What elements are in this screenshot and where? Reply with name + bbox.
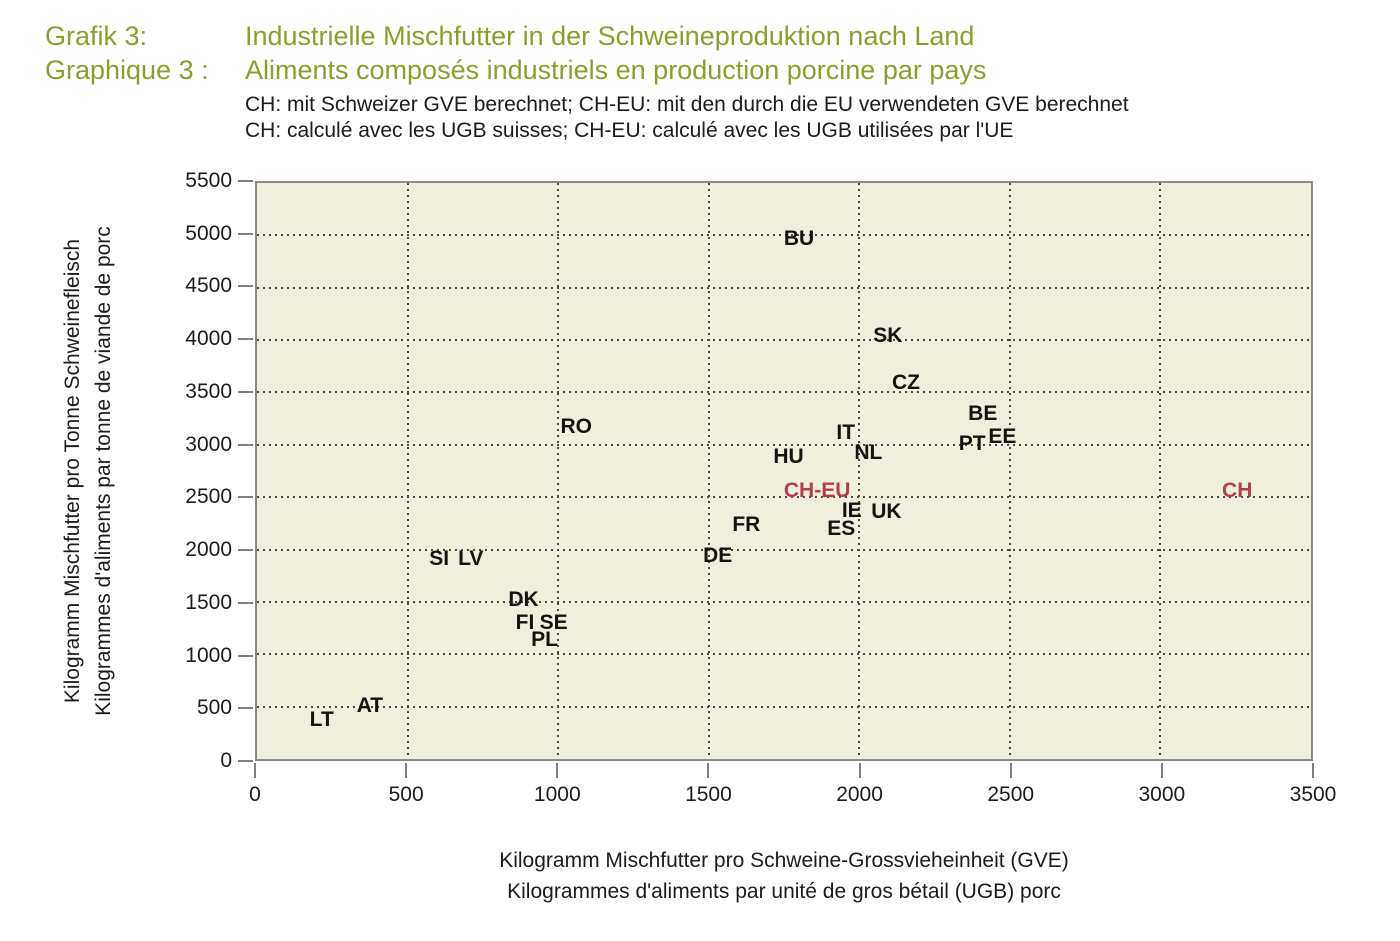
point-HU: HU <box>773 445 804 469</box>
x-tick-2000 <box>858 763 861 778</box>
gridline-y-5000 <box>257 234 1311 237</box>
point-CH-EU: CH-EU <box>783 479 851 503</box>
x-axis-title: Kilogramm Mischfutter pro Schweine-Gross… <box>255 845 1313 907</box>
point-FI: FI <box>515 611 535 635</box>
point-BE: BE <box>968 402 998 426</box>
x-tick-label-500: 500 <box>388 783 424 806</box>
point-EE: EE <box>988 424 1017 448</box>
gridline-x-3000 <box>1159 183 1162 759</box>
point-LV: LV <box>458 547 484 571</box>
point-FR: FR <box>732 512 761 536</box>
figure-label-fr: Graphique 3 : <box>45 55 209 85</box>
figure-label-de: Grafik 3: <box>45 21 148 51</box>
y-tick-label-4000: 4000 <box>185 327 232 351</box>
gridline-y-4000 <box>257 339 1311 342</box>
x-axis-title-fr: Kilogrammes d'aliments par unité de gros… <box>507 880 1061 903</box>
gridline-x-2000 <box>858 183 861 759</box>
gridline-y-2000 <box>257 548 1311 551</box>
y-tick-0 <box>238 760 253 762</box>
gridline-x-2500 <box>1008 183 1011 759</box>
point-LT: LT <box>309 708 334 732</box>
x-tick-label-1500: 1500 <box>685 783 732 806</box>
gridline-y-500 <box>257 705 1311 708</box>
point-IE: IE <box>841 498 862 522</box>
point-SE: SE <box>539 611 568 635</box>
y-tick-label-1500: 1500 <box>185 590 232 614</box>
point-UK: UK <box>871 499 902 523</box>
x-tick-1500 <box>707 763 710 778</box>
gridline-x-1500 <box>707 183 710 759</box>
point-DK: DK <box>508 587 539 611</box>
gridline-y-4500 <box>257 286 1311 289</box>
y-tick-4000 <box>238 338 253 341</box>
y-tick-label-3000: 3000 <box>185 432 232 456</box>
x-tick-label-3000: 3000 <box>1138 783 1186 806</box>
x-axis-title-de: Kilogramm Mischfutter pro Schweine-Gross… <box>499 849 1069 872</box>
point-NL: NL <box>854 440 883 464</box>
gridline-y-1000 <box>257 653 1311 656</box>
y-tick-label-2000: 2000 <box>185 538 232 562</box>
y-tick-label-2500: 2500 <box>185 485 232 509</box>
gridline-y-2500 <box>257 496 1311 499</box>
y-tick-label-5000: 5000 <box>185 221 232 245</box>
y-tick-3000 <box>238 443 253 446</box>
x-tick-label-3500: 3500 <box>1289 783 1337 806</box>
y-axis-title-de: Kilogramm Mischfutter pro Tonne Schweine… <box>61 238 84 704</box>
point-CH: CH <box>1222 478 1253 502</box>
y-tick-label-3500: 3500 <box>185 379 232 403</box>
point-ES: ES <box>827 516 856 540</box>
y-tick-label-500: 500 <box>196 696 232 720</box>
gridline-x-500 <box>406 183 409 759</box>
gridline-x-1000 <box>557 183 560 759</box>
y-tick-label-4500: 4500 <box>185 274 232 298</box>
y-tick-4500 <box>238 285 253 288</box>
y-tick-500 <box>238 707 253 710</box>
figure-subtitle-de: CH: mit Schweizer GVE berechnet; CH-EU: … <box>245 93 1129 116</box>
x-tick-2500 <box>1009 763 1012 778</box>
y-tick-label-0: 0 <box>220 749 232 772</box>
x-tick-500 <box>405 763 408 778</box>
x-tick-label-0: 0 <box>249 783 261 806</box>
point-PL: PL <box>531 628 558 652</box>
y-tick-5500 <box>238 180 253 182</box>
point-SI: SI <box>429 547 450 571</box>
x-tick-1000 <box>556 763 559 778</box>
figure-title-de: Industrielle Mischfutter in der Schweine… <box>245 21 975 51</box>
y-tick-2000 <box>238 549 253 552</box>
figure-subtitle-fr: CH: calculé avec les UGB suisses; CH-EU:… <box>245 119 1014 142</box>
point-SK: SK <box>873 323 903 347</box>
plot-area: LT AT SI LV DK FI SE PL RO DE FR HU BU CH-EU ES IT IE NL U… <box>255 181 1313 761</box>
point-BU: BU <box>783 226 815 250</box>
y-tick-2500 <box>238 496 253 499</box>
gridline-y-3500 <box>257 391 1311 394</box>
y-tick-label-1000: 1000 <box>185 643 232 667</box>
x-tick-label-1000: 1000 <box>533 783 581 806</box>
point-PT: PT <box>958 431 986 455</box>
y-tick-label-5500: 5500 <box>185 169 232 192</box>
x-tick-label-2000: 2000 <box>836 783 883 806</box>
y-axis-title: Kilogramm Mischfutter pro Tonne Schweine… <box>57 121 119 821</box>
x-tick-label-2500: 2500 <box>987 783 1035 806</box>
y-tick-1500 <box>238 601 253 604</box>
x-tick-3500 <box>1312 763 1314 778</box>
x-tick-3000 <box>1160 763 1163 778</box>
point-DE: DE <box>703 544 733 568</box>
gridline-y-1500 <box>257 600 1311 603</box>
point-CZ: CZ <box>891 371 920 395</box>
figure-title-fr: Aliments composés industriels en product… <box>245 55 987 85</box>
gridline-y-3000 <box>257 443 1311 446</box>
x-tick-0 <box>254 763 256 778</box>
y-axis-title-fr: Kilogrammes d'aliments par tonne de vian… <box>92 226 115 716</box>
y-tick-5000 <box>238 232 253 235</box>
y-tick-1000 <box>238 654 253 657</box>
point-AT: AT <box>356 693 384 717</box>
point-IT: IT <box>836 421 856 445</box>
point-RO: RO <box>560 415 592 438</box>
y-tick-3500 <box>238 390 253 393</box>
